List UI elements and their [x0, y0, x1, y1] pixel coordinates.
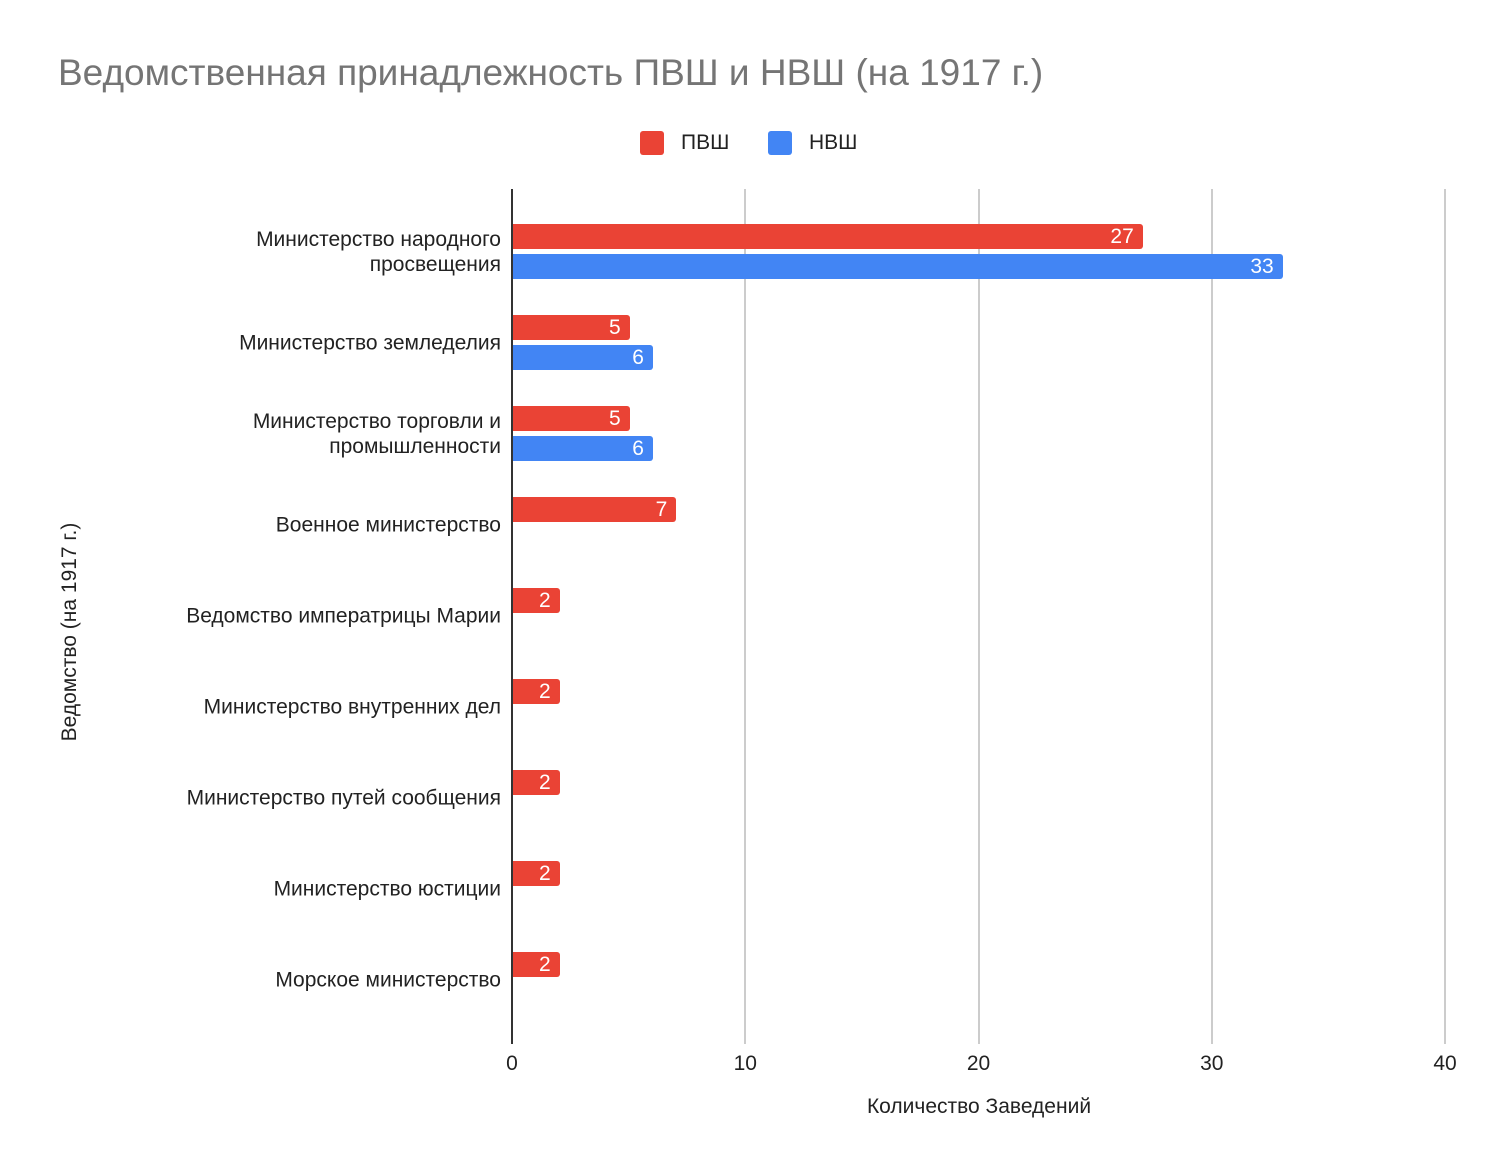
- category-label: Министерство торговли и промышленности: [252, 410, 501, 458]
- category-label: Министерство внутренних дел: [203, 695, 501, 719]
- y-axis-label: Ведомство (на 1917 г.): [58, 522, 81, 742]
- bar-value-label: 2: [538, 589, 551, 612]
- bar-pvsh[interactable]: 5: [513, 315, 630, 340]
- bar-value-label: 6: [632, 437, 644, 460]
- bar-pvsh[interactable]: 27: [513, 224, 1143, 249]
- legend-item-pvsh[interactable]: ПВШ: [640, 131, 729, 155]
- bar-pvsh[interactable]: 5: [513, 406, 630, 431]
- bar-value-label: 5: [608, 407, 621, 430]
- category-label: Министерство народного просвещения: [256, 228, 501, 276]
- bar-value-label: 27: [1110, 225, 1134, 248]
- x-tick-label: 10: [733, 1052, 757, 1075]
- gridline: [1444, 189, 1446, 1044]
- bar-value-label: 2: [538, 862, 551, 885]
- category-label: Ведомство императрицы Марии: [186, 604, 501, 628]
- bar-value-label: 2: [538, 680, 551, 703]
- gridline: [977, 189, 980, 1044]
- bar-pvsh[interactable]: 2: [513, 588, 560, 613]
- legend-item-nvsh[interactable]: НВШ: [768, 131, 857, 155]
- legend-label-pvsh: ПВШ: [681, 131, 730, 154]
- y-axis-line: [511, 189, 513, 1044]
- bar-value-label: 5: [608, 316, 621, 339]
- legend-swatch-nvsh: [768, 131, 792, 155]
- bar-pvsh[interactable]: 2: [513, 861, 560, 886]
- category-label: Военное министерство: [275, 513, 501, 537]
- legend-swatch-pvsh: [640, 131, 664, 155]
- bar-pvsh[interactable]: 7: [513, 497, 677, 522]
- bar-pvsh[interactable]: 2: [513, 679, 560, 704]
- x-tick-label: 20: [966, 1052, 991, 1075]
- gridline: [744, 189, 747, 1044]
- category-label: Министерство путей сообщения: [186, 786, 501, 810]
- bar-value-label: 2: [538, 771, 551, 794]
- bar-value-label: 2: [538, 953, 551, 976]
- bar-nvsh[interactable]: 6: [513, 345, 653, 370]
- bar-nvsh[interactable]: 6: [513, 436, 653, 461]
- category-label: Морское министерство: [275, 968, 501, 992]
- bar-value-label: 6: [632, 346, 644, 369]
- x-tick-label: 40: [1433, 1052, 1457, 1075]
- bar-nvsh[interactable]: 33: [513, 254, 1283, 279]
- gridline: [1210, 189, 1213, 1044]
- bar-value-label: 33: [1250, 255, 1274, 278]
- legend-label-nvsh: НВШ: [809, 131, 858, 154]
- x-tick-label: 0: [506, 1052, 518, 1075]
- chart-title: Ведомственная принадлежность ПВШ и НВШ (…: [58, 52, 1044, 93]
- category-label: Министерство юстиции: [273, 877, 501, 901]
- category-label: Министерство земледелия: [239, 331, 501, 355]
- bar-pvsh[interactable]: 2: [513, 952, 560, 977]
- bar-value-label: 7: [655, 498, 668, 521]
- x-tick-label: 30: [1200, 1052, 1224, 1075]
- x-axis-label: Количество Заведений: [866, 1095, 1092, 1118]
- bar-pvsh[interactable]: 2: [513, 770, 560, 795]
